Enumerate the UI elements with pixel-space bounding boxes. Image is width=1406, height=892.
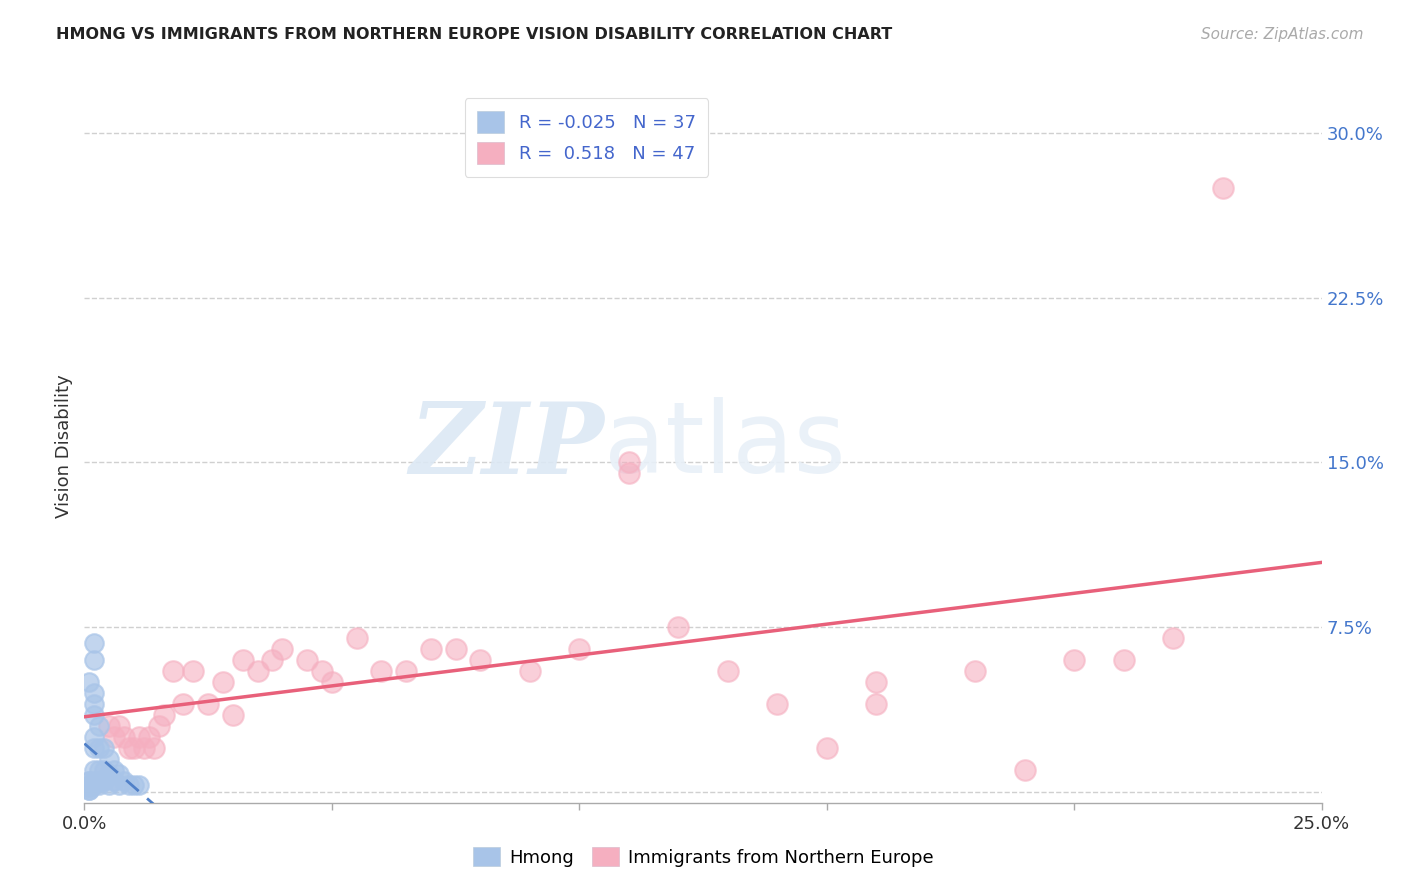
Point	[79, 778, 101, 792]
Point	[568, 642, 591, 657]
Point	[519, 664, 541, 678]
Point	[108, 767, 131, 781]
Point	[271, 642, 294, 657]
Point	[89, 740, 111, 755]
Point	[103, 773, 125, 788]
Point	[93, 763, 115, 777]
Point	[103, 730, 125, 744]
Point	[112, 773, 135, 788]
Point	[83, 773, 105, 788]
Point	[395, 664, 418, 678]
Point	[295, 653, 318, 667]
Point	[132, 740, 155, 755]
Point	[617, 467, 640, 481]
Point	[79, 780, 101, 795]
Text: ZIP: ZIP	[409, 398, 605, 494]
Text: Source: ZipAtlas.com: Source: ZipAtlas.com	[1201, 27, 1364, 42]
Point	[122, 740, 145, 755]
Point	[103, 763, 125, 777]
Point	[93, 773, 115, 788]
Point	[865, 675, 887, 690]
Point	[79, 782, 101, 797]
Point	[79, 675, 101, 690]
Point	[346, 631, 368, 645]
Point	[965, 664, 987, 678]
Point	[444, 642, 467, 657]
Point	[470, 653, 492, 667]
Point	[815, 740, 838, 755]
Point	[321, 675, 343, 690]
Point	[98, 767, 121, 781]
Point	[83, 778, 105, 792]
Point	[79, 773, 101, 788]
Point	[138, 730, 160, 744]
Point	[370, 664, 392, 678]
Point	[83, 697, 105, 711]
Point	[419, 642, 441, 657]
Legend: R = -0.025   N = 37, R =  0.518   N = 47: R = -0.025 N = 37, R = 0.518 N = 47	[464, 98, 709, 177]
Point	[83, 686, 105, 700]
Point	[162, 664, 184, 678]
Text: atlas: atlas	[605, 398, 845, 494]
Point	[83, 730, 105, 744]
Legend: Hmong, Immigrants from Northern Europe: Hmong, Immigrants from Northern Europe	[465, 840, 941, 874]
Point	[93, 740, 115, 755]
Point	[766, 697, 789, 711]
Point	[122, 778, 145, 792]
Text: HMONG VS IMMIGRANTS FROM NORTHERN EUROPE VISION DISABILITY CORRELATION CHART: HMONG VS IMMIGRANTS FROM NORTHERN EUROPE…	[56, 27, 893, 42]
Point	[89, 773, 111, 788]
Point	[98, 719, 121, 733]
Point	[617, 455, 640, 469]
Point	[89, 763, 111, 777]
Point	[83, 708, 105, 723]
Point	[128, 730, 150, 744]
Point	[83, 635, 105, 649]
Point	[83, 763, 105, 777]
Point	[865, 697, 887, 711]
Point	[98, 778, 121, 792]
Point	[89, 719, 111, 733]
Point	[172, 697, 194, 711]
Point	[246, 664, 269, 678]
Point	[79, 780, 101, 795]
Point	[212, 675, 235, 690]
Point	[79, 782, 101, 797]
Point	[112, 730, 135, 744]
Point	[666, 620, 689, 634]
Y-axis label: Vision Disability: Vision Disability	[55, 374, 73, 518]
Point	[118, 778, 141, 792]
Point	[83, 740, 105, 755]
Point	[181, 664, 204, 678]
Point	[1161, 631, 1184, 645]
Point	[108, 719, 131, 733]
Point	[148, 719, 170, 733]
Point	[311, 664, 333, 678]
Point	[232, 653, 254, 667]
Point	[152, 708, 174, 723]
Point	[197, 697, 219, 711]
Point	[83, 653, 105, 667]
Point	[128, 778, 150, 792]
Point	[1063, 653, 1085, 667]
Point	[1112, 653, 1135, 667]
Point	[1014, 763, 1036, 777]
Point	[118, 740, 141, 755]
Point	[98, 752, 121, 766]
Point	[79, 773, 101, 788]
Point	[142, 740, 165, 755]
Point	[108, 778, 131, 792]
Point	[1212, 181, 1234, 195]
Point	[717, 664, 740, 678]
Point	[222, 708, 245, 723]
Point	[262, 653, 284, 667]
Point	[89, 778, 111, 792]
